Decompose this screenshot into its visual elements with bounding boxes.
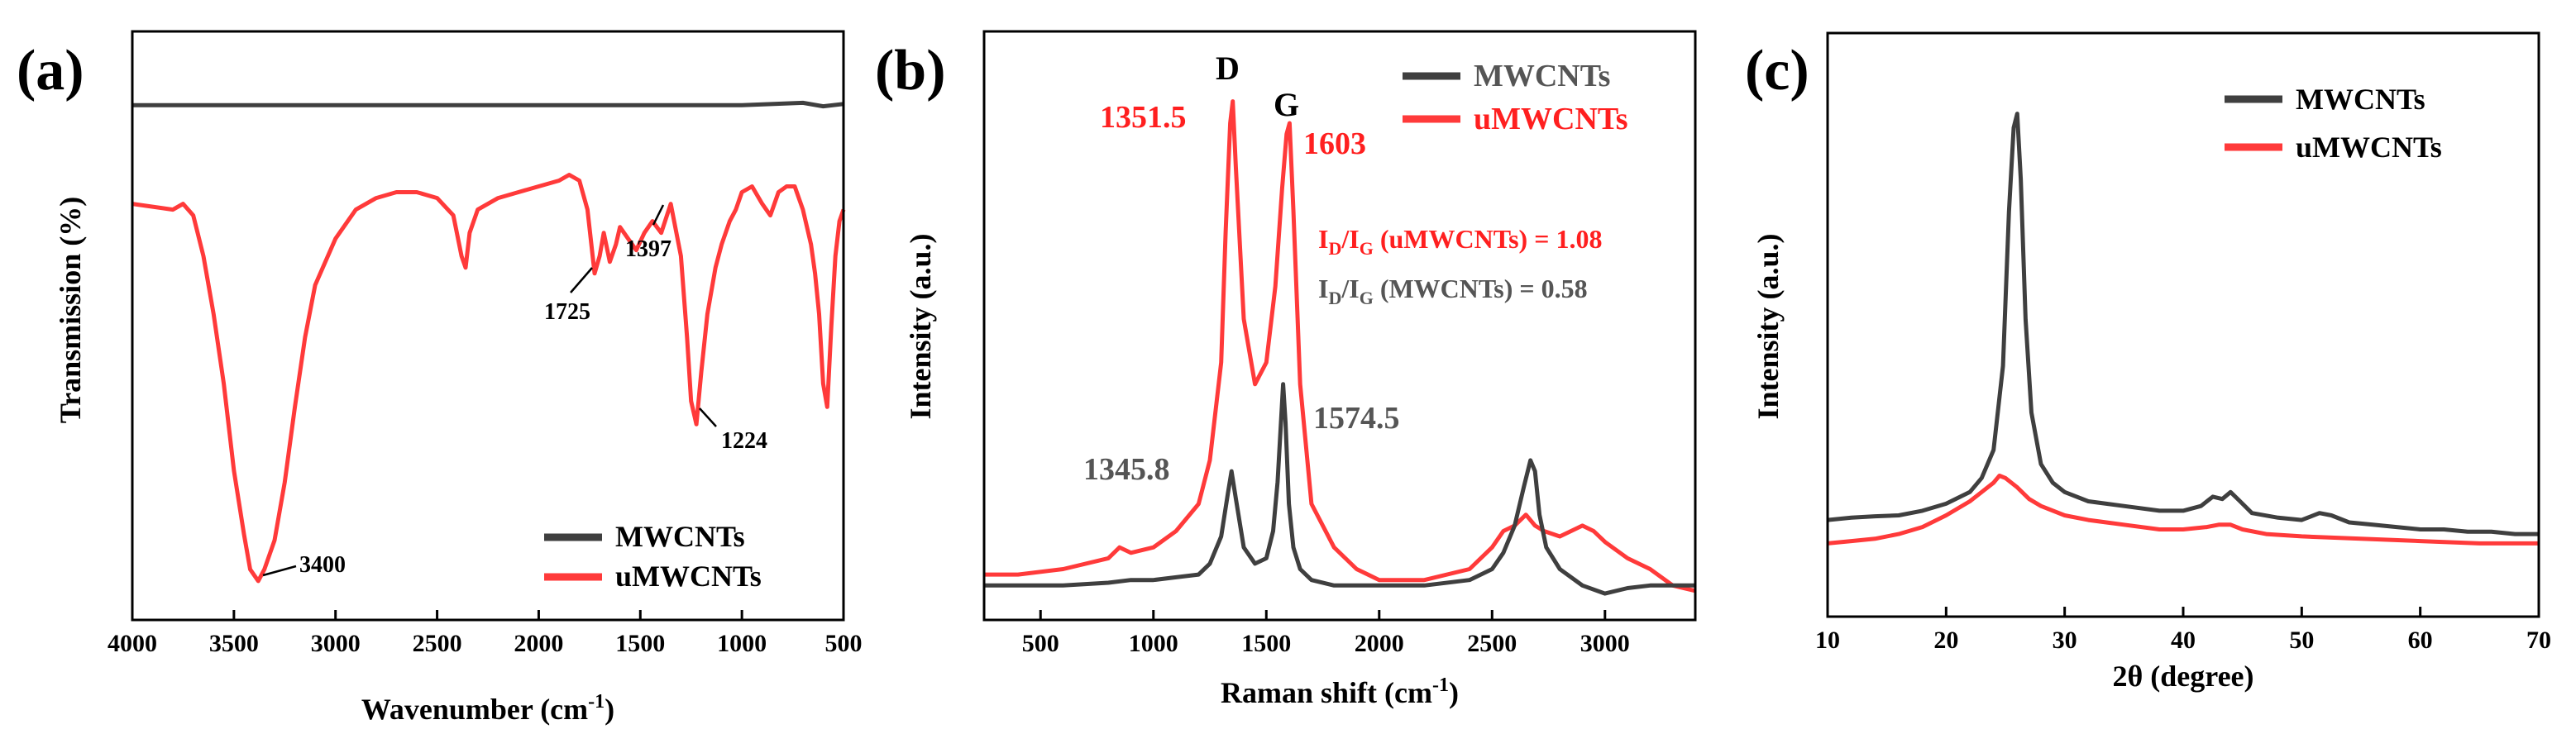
panel-b-legend-umwcnts: uMWCNTs: [1474, 102, 1628, 136]
panel-a-x-axis-label-main: Wavenumber (cm: [361, 693, 588, 726]
panel-c: (c) 10 20 30 40 50 60 70 Intensity (a.u.) 2θ (…: [1745, 31, 2551, 693]
panel-c-y-axis-label: Intensity (a.u.): [1752, 233, 1785, 419]
panel-a: (a) 4000 3500 3000 2500 2000 1500 1000 500 Tran…: [17, 30, 863, 726]
ratio-label-mwcnts: ID/IG (MWCNTs) = 0.58: [1318, 274, 1588, 308]
ratio-umwcnts-slash: /I: [1341, 224, 1359, 254]
panel-b-y-axis-label: Intensity (a.u.): [904, 233, 937, 419]
panel-c-tick-label-40: 40: [2171, 627, 2196, 654]
annotation-d-peak: D: [1216, 50, 1240, 87]
panel-a-tick-label-2500: 2500: [413, 630, 462, 657]
panel-b-x-axis-label-main: Raman shift (cm: [1221, 676, 1432, 709]
panel-b: (b) 500 1000 1500 2000 2500 3000 Intensity (a…: [875, 30, 1697, 709]
annotation-1345-8: 1345.8: [1083, 452, 1170, 487]
panel-b-x-axis-label: Raman shift (cm-1): [1221, 674, 1459, 709]
panel-a-series-mwcnts: [132, 100, 844, 109]
panel-a-x-axis-label-sup: -1: [588, 691, 605, 713]
panel-c-tick-label-10: 10: [1815, 627, 1840, 654]
panel-b-x-ticks: 500 1000 1500 2000 2500 3000: [1022, 610, 1630, 657]
panel-a-tick-label-2000: 2000: [514, 630, 563, 657]
panel-b-tick-label-2500: 2500: [1467, 630, 1517, 657]
panel-c-legend-umwcnts: uMWCNTs: [2296, 131, 2442, 164]
panel-a-x-axis-label: Wavenumber (cm-1): [361, 691, 614, 726]
panel-a-tick-label-1000: 1000: [717, 630, 767, 657]
annotation-g-peak: G: [1274, 86, 1299, 123]
panel-b-legend-mwcnts: MWCNTs: [1474, 59, 1610, 93]
panel-a-tick-label-500: 500: [825, 630, 863, 657]
panel-c-tick-label-30: 30: [2053, 627, 2077, 654]
panel-a-legend-umwcnts: uMWCNTs: [615, 560, 762, 593]
panel-b-tick-label-3000: 3000: [1580, 630, 1630, 657]
panel-b-tick-label-1500: 1500: [1241, 630, 1291, 657]
ratio-mwcnts-value: (MWCNTs) = 0.58: [1374, 274, 1588, 303]
panel-b-tick-label-1000: 1000: [1129, 630, 1178, 657]
panel-b-label: (b): [875, 39, 946, 102]
ratio-umwcnts-sub-d: D: [1328, 238, 1341, 259]
panel-c-legend-mwcnts: MWCNTs: [2296, 83, 2425, 116]
annotation-3400-arrow: [262, 565, 297, 577]
panel-b-tick-label-500: 500: [1022, 630, 1059, 657]
panel-c-tick-label-20: 20: [1933, 627, 1958, 654]
panel-a-series-group: [131, 100, 846, 584]
panel-a-series-umwcnts: [131, 173, 846, 584]
ratio-umwcnts-i: I: [1318, 224, 1328, 254]
panel-a-legend-mwcnts: MWCNTs: [615, 520, 745, 553]
annotation-1224: 1224: [721, 428, 767, 454]
panel-b-series-mwcnts: [984, 382, 1695, 596]
annotation-1725-arrow: [570, 267, 593, 293]
panel-b-frame: [982, 30, 1697, 622]
panel-a-frame: [131, 30, 845, 622]
annotation-1574-5: 1574.5: [1313, 401, 1400, 436]
ratio-umwcnts-value: (uMWCNTs) = 1.08: [1374, 224, 1603, 254]
panel-b-series-group: [984, 99, 1696, 596]
ratio-mwcnts-sub-g: G: [1360, 288, 1374, 308]
panel-b-series-umwcnts: [984, 99, 1696, 593]
panel-b-tick-label-2000: 2000: [1355, 630, 1404, 657]
panel-b-x-axis-label-sup: -1: [1432, 674, 1449, 696]
panel-a-y-axis-label: Transmission (%): [54, 197, 87, 423]
annotation-3400: 3400: [299, 552, 346, 578]
panel-c-tick-label-60: 60: [2408, 627, 2433, 654]
annotation-1603: 1603: [1303, 126, 1366, 161]
panel-c-label: (c): [1745, 39, 1809, 102]
panel-b-x-axis-label-end: ): [1449, 676, 1459, 709]
panel-c-tick-label-70: 70: [2526, 627, 2551, 654]
panel-a-x-axis-label-end: ): [605, 693, 614, 726]
ratio-mwcnts-i: I: [1318, 274, 1328, 303]
panel-a-tick-label-3500: 3500: [209, 630, 259, 657]
panel-a-x-ticks: 4000 3500 3000 2500 2000 1500 1000 500: [108, 610, 863, 657]
ratio-label-umwcnts: ID/IG (uMWCNTs) = 1.08: [1318, 224, 1602, 259]
panel-c-series-mwcnts: [1827, 112, 2539, 536]
annotation-1725: 1725: [544, 299, 590, 325]
panel-c-x-ticks: 10 20 30 40 50 60 70: [1815, 607, 2551, 654]
panel-a-label: (a): [17, 39, 84, 102]
ratio-umwcnts-sub-g: G: [1360, 238, 1374, 259]
panel-a-tick-label-4000: 4000: [108, 630, 157, 657]
ratio-mwcnts-slash: /I: [1341, 274, 1359, 303]
ratio-mwcnts-sub-d: D: [1328, 288, 1341, 308]
annotation-1351-5: 1351.5: [1100, 100, 1187, 135]
annotation-1224-arrow: [699, 408, 717, 427]
panel-a-tick-label-1500: 1500: [615, 630, 665, 657]
panel-c-tick-label-50: 50: [2289, 627, 2314, 654]
panel-c-series-group: [1827, 112, 2539, 546]
annotation-1397: 1397: [625, 236, 671, 262]
panel-a-tick-label-3000: 3000: [311, 630, 361, 657]
panel-c-series-umwcnts: [1827, 474, 2539, 546]
panel-c-x-axis-label: 2θ (degree): [2112, 660, 2253, 693]
annotation-1397-arrow: [652, 204, 665, 226]
